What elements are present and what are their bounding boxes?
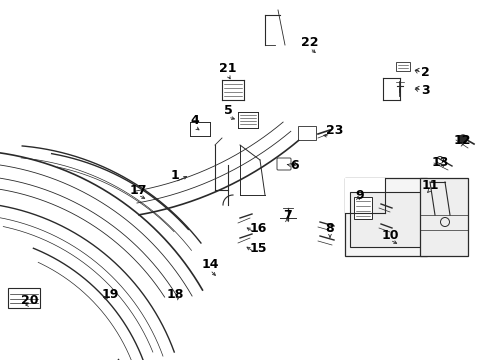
Bar <box>349 192 421 247</box>
Text: 14: 14 <box>201 258 218 271</box>
Text: 20: 20 <box>21 293 39 306</box>
Text: 2: 2 <box>420 66 428 78</box>
Text: 3: 3 <box>420 84 428 96</box>
Text: 1: 1 <box>170 168 179 181</box>
Text: 18: 18 <box>166 288 183 302</box>
Text: 19: 19 <box>101 288 119 302</box>
Circle shape <box>458 135 466 143</box>
Text: 6: 6 <box>290 158 299 171</box>
Text: 15: 15 <box>249 242 266 255</box>
Text: 4: 4 <box>190 113 199 126</box>
Text: 22: 22 <box>301 36 318 49</box>
Text: 13: 13 <box>430 156 448 168</box>
Text: 12: 12 <box>452 134 470 147</box>
Text: 5: 5 <box>223 104 232 117</box>
Text: 23: 23 <box>325 123 343 136</box>
Bar <box>297 126 315 140</box>
Bar <box>345 178 426 256</box>
Text: 8: 8 <box>325 221 334 234</box>
Bar <box>345 178 384 213</box>
Bar <box>353 197 371 219</box>
Text: 16: 16 <box>249 221 266 234</box>
Text: 21: 21 <box>219 62 236 75</box>
Bar <box>8 288 40 308</box>
Text: 11: 11 <box>420 179 438 192</box>
Text: 17: 17 <box>129 184 146 197</box>
Text: 9: 9 <box>355 189 364 202</box>
Bar <box>419 178 467 256</box>
Bar <box>395 62 409 71</box>
FancyBboxPatch shape <box>276 158 290 170</box>
Text: 10: 10 <box>381 229 398 242</box>
Text: 7: 7 <box>282 208 291 221</box>
